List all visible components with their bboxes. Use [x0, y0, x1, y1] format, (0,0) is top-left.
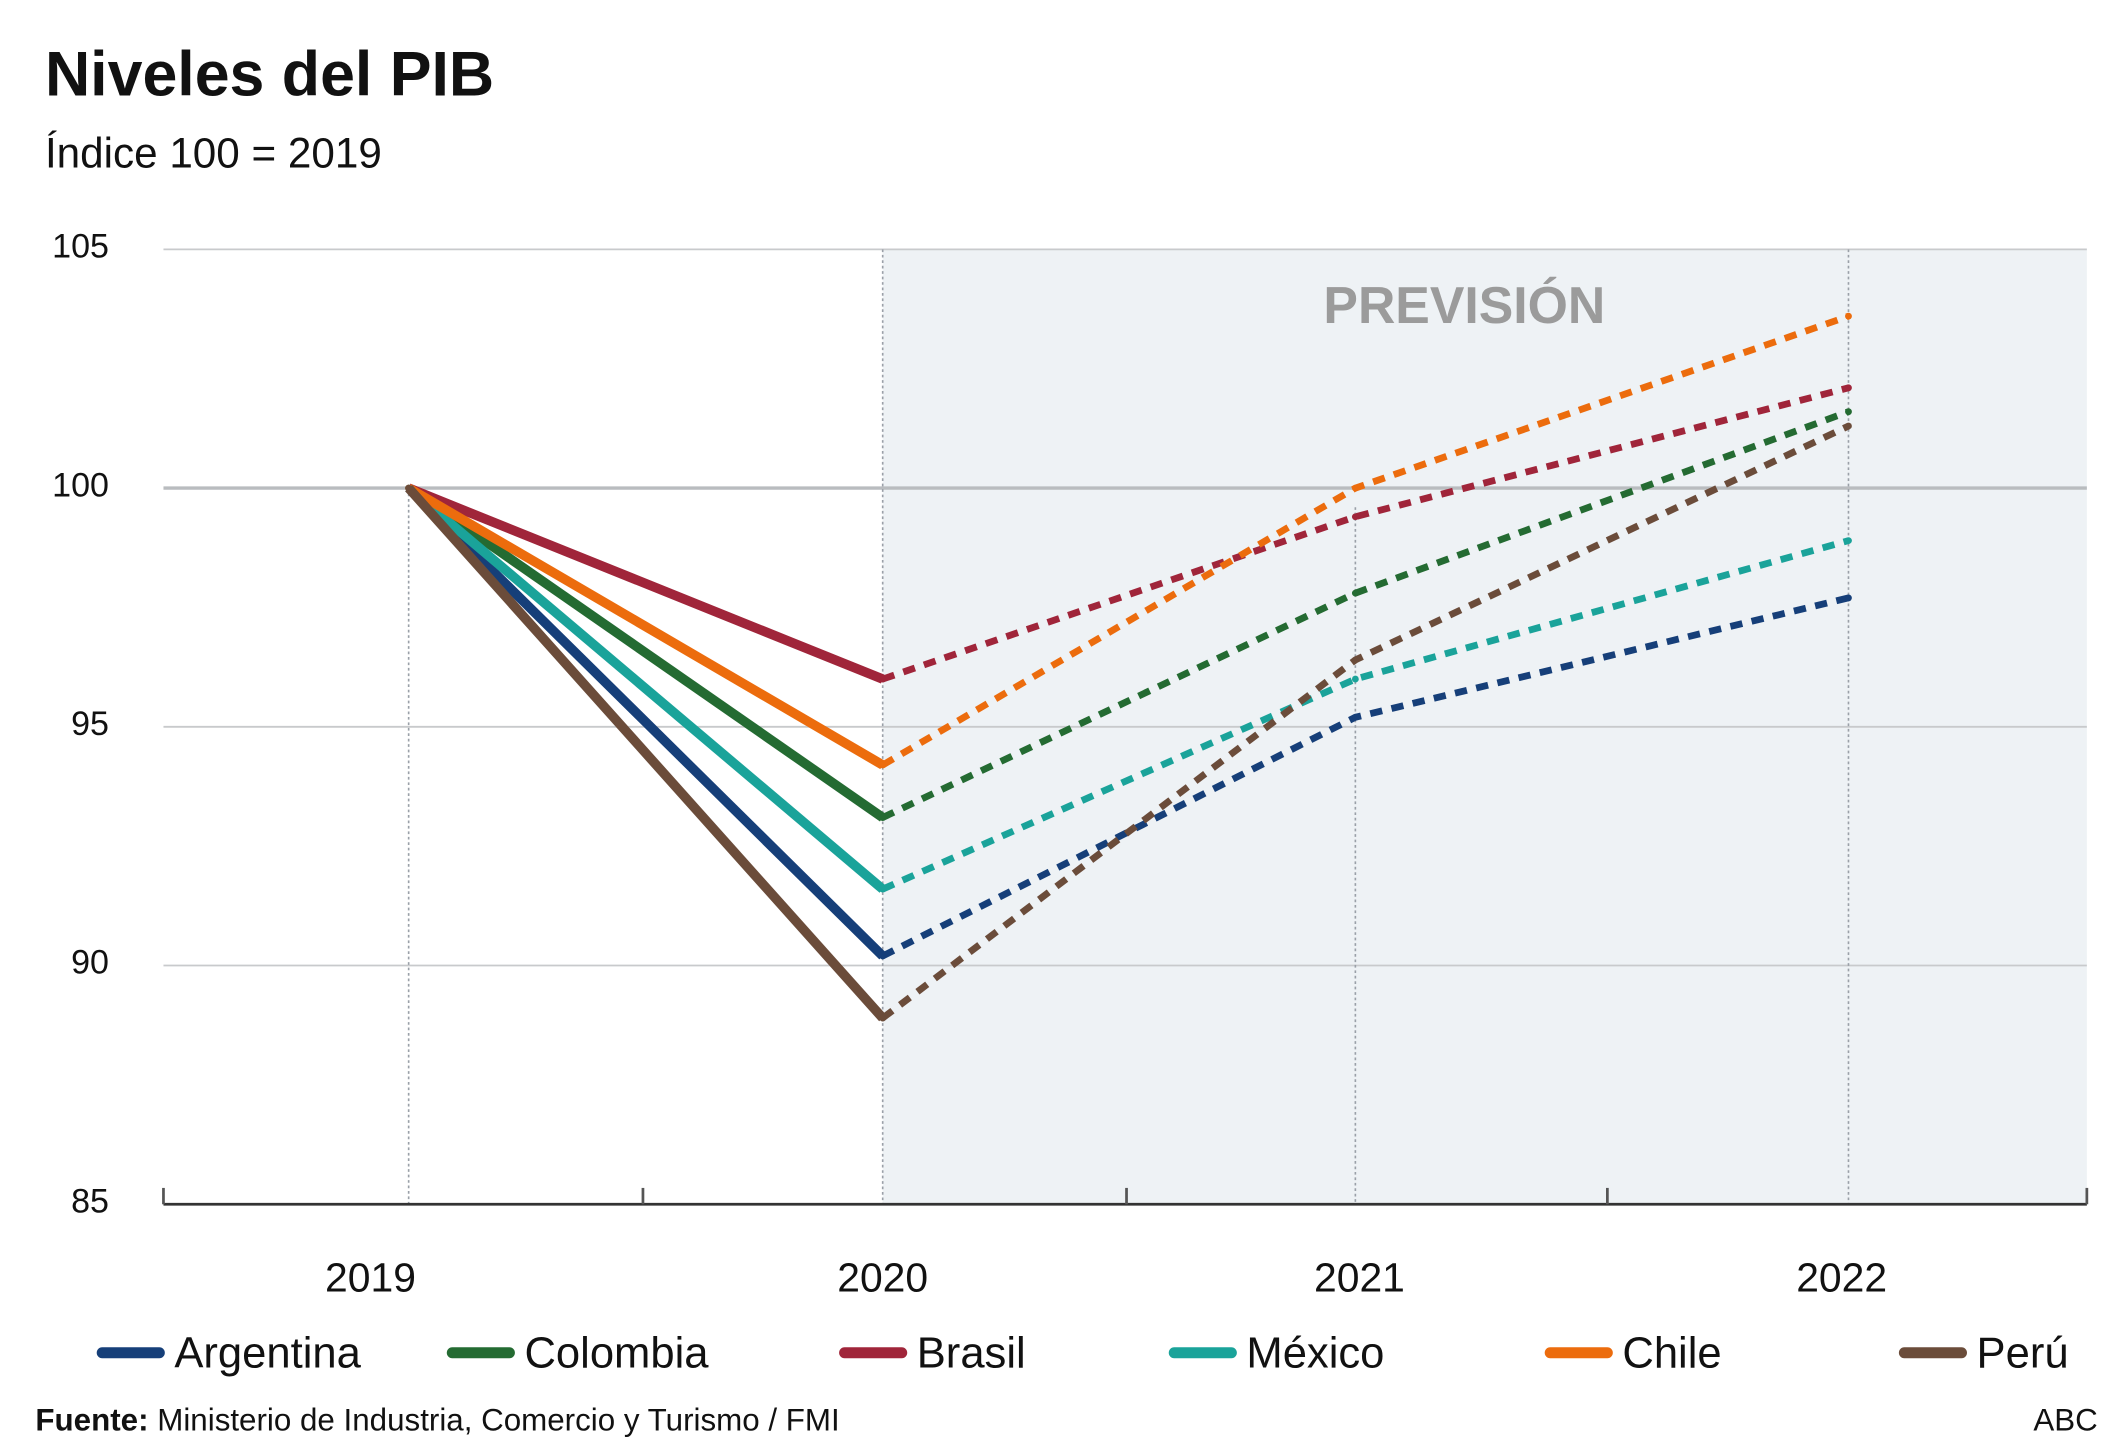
x-tick-label: 2020 — [837, 1254, 928, 1300]
source-note: Fuente: Ministerio de Industria, Comerci… — [35, 1402, 839, 1437]
legend-item: Chile — [1544, 1330, 1722, 1378]
legend-label: México — [1246, 1330, 1384, 1378]
legend-item: Perú — [1898, 1330, 2069, 1378]
series-line-actual-argentina — [405, 484, 887, 960]
source-label: Fuente: — [35, 1402, 148, 1437]
data-point-méxico-2020 — [879, 885, 887, 893]
y-tick-label: 95 — [71, 705, 109, 743]
data-point-argentina-2021 — [1351, 713, 1359, 721]
legend-item: México — [1168, 1330, 1384, 1378]
chart-subtitle: Índice 100 = 2019 — [45, 130, 382, 177]
forecast-label: PREVISIÓN — [1323, 276, 1605, 334]
y-tick-label: 90 — [71, 944, 109, 982]
series-line-forecast-brasil — [881, 384, 1850, 683]
series-line-actual-chile — [406, 483, 886, 770]
series-line-actual-colombia — [405, 484, 886, 822]
data-point-colombia-2022 — [1845, 408, 1852, 416]
source-text: Ministerio de Industria, Comercio y Turi… — [157, 1402, 839, 1437]
data-point-méxico-2021 — [1351, 675, 1359, 683]
series-line-actual-méxico — [405, 484, 886, 893]
legend-label: Colombia — [524, 1330, 709, 1378]
x-tick-label: 2021 — [1314, 1254, 1405, 1300]
data-point-chile-2022 — [1845, 312, 1852, 320]
data-point-perú-2022 — [1845, 422, 1852, 430]
legend-label: Brasil — [917, 1330, 1026, 1378]
data-point-chile-2021 — [1351, 484, 1359, 492]
brand-label: ABC — [2033, 1402, 2097, 1437]
x-tick-label: 2022 — [1796, 1254, 1887, 1300]
series-line-forecast-méxico — [881, 537, 1850, 893]
y-tick-label: 100 — [52, 466, 109, 504]
data-point-colombia-2020 — [879, 814, 887, 821]
chart-title: Niveles del PIB — [45, 39, 494, 109]
data-point-argentina-2022 — [1845, 594, 1852, 602]
legend-item: Brasil — [839, 1330, 1026, 1378]
data-point-perú-2021 — [1351, 656, 1359, 664]
data-point-argentina-2020 — [879, 952, 887, 960]
legend-item: Argentina — [96, 1330, 362, 1378]
data-point-brasil-2022 — [1845, 384, 1852, 392]
x-tick-label: 2019 — [325, 1254, 416, 1300]
series-line-actual-brasil — [406, 483, 885, 684]
data-point-perú-2019 — [405, 484, 413, 492]
data-point-brasil-2020 — [879, 675, 887, 683]
data-point-chile-2020 — [879, 761, 887, 769]
y-tick-label: 85 — [71, 1182, 109, 1220]
series-line-actual-perú — [405, 484, 887, 1022]
legend-label: Argentina — [174, 1330, 361, 1378]
data-point-méxico-2022 — [1845, 537, 1852, 545]
data-point-perú-2020 — [879, 1014, 887, 1022]
legend-item: Colombia — [446, 1330, 709, 1378]
data-point-brasil-2021 — [1351, 513, 1359, 521]
data-point-colombia-2021 — [1351, 589, 1359, 597]
y-tick-label: 105 — [52, 228, 109, 266]
legend-label: Chile — [1622, 1330, 1721, 1378]
legend-label: Perú — [1977, 1330, 2069, 1378]
